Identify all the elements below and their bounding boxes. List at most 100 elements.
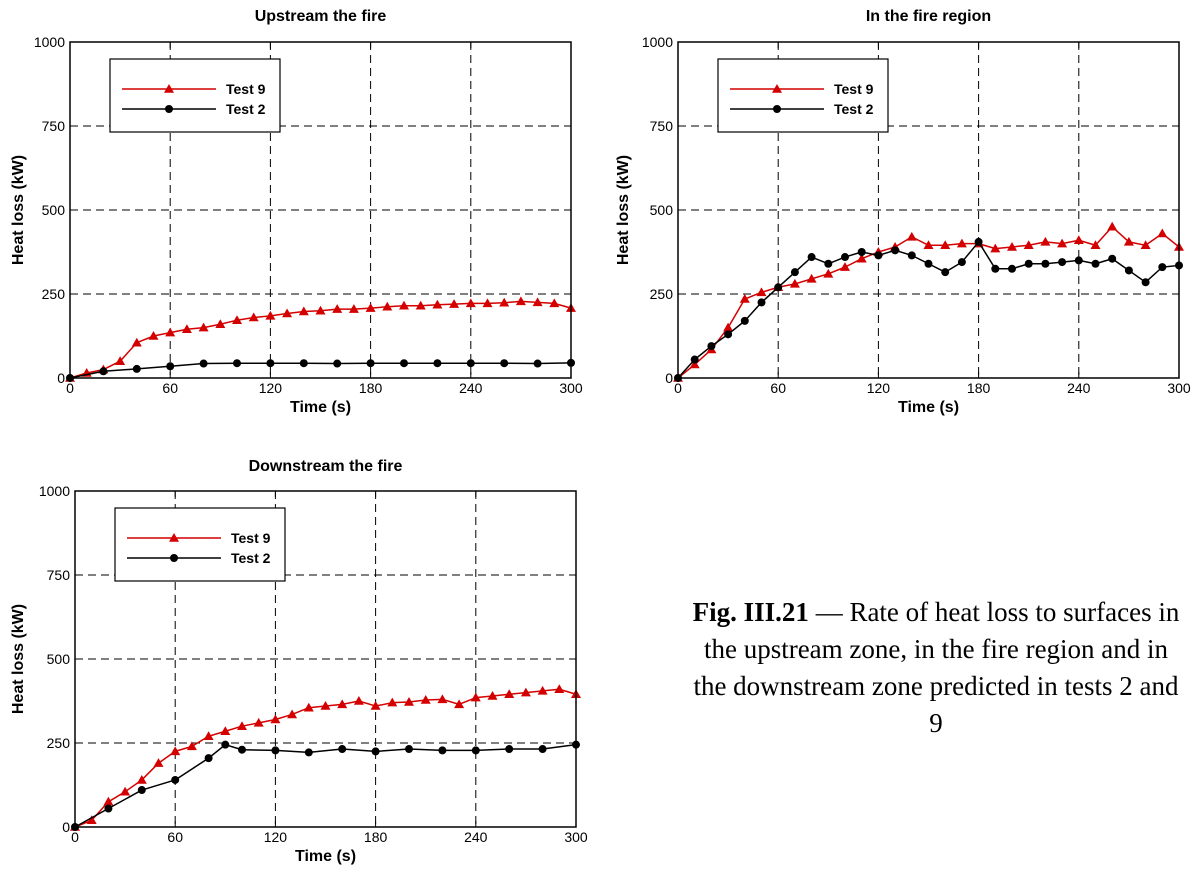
chart-downstream: Downstream the fire 0 60 120 180 240 300 0 250 50… bbox=[10, 458, 588, 865]
data-point-triangle bbox=[689, 359, 700, 369]
data-point-triangle bbox=[739, 294, 750, 303]
data-point-circle bbox=[199, 359, 208, 368]
data-point-triangle bbox=[504, 689, 515, 699]
y-tick-label: 0 bbox=[62, 819, 70, 835]
data-point-triangle bbox=[420, 694, 431, 704]
data-point-circle bbox=[433, 359, 442, 368]
y-axis-label: Heat loss (kW) bbox=[10, 604, 27, 714]
y-axis-label: Heat loss (kW) bbox=[615, 155, 632, 265]
legend-marker-circle bbox=[773, 105, 781, 113]
legend-marker-triangle bbox=[169, 533, 179, 542]
data-point-circle bbox=[1008, 264, 1016, 273]
data-point-circle bbox=[500, 359, 509, 368]
data-point-triangle bbox=[365, 303, 376, 312]
data-point-circle bbox=[1124, 266, 1133, 275]
data-point-triangle bbox=[86, 815, 97, 825]
x-tick-label: 180 bbox=[359, 380, 383, 396]
figure-caption: Fig. III.21 — Rate of heat loss to surfa… bbox=[686, 594, 1186, 742]
data-point-triangle bbox=[956, 238, 967, 248]
data-point-triangle bbox=[232, 315, 242, 324]
data-point-triangle bbox=[470, 692, 481, 702]
chart-fire-region: In the fire region 0 60 120 180 240 300 0 250 500… bbox=[615, 8, 1191, 416]
data-point-triangle bbox=[165, 327, 176, 337]
data-point-triangle bbox=[136, 774, 147, 784]
data-point-circle bbox=[974, 237, 983, 246]
data-point-circle bbox=[238, 745, 246, 754]
y-tick-label: 1000 bbox=[34, 34, 65, 50]
data-point-circle bbox=[505, 745, 514, 754]
y-tick-label: 250 bbox=[42, 286, 66, 302]
data-point-triangle bbox=[1090, 240, 1101, 250]
data-point-triangle bbox=[215, 319, 226, 328]
data-point-circle bbox=[1141, 278, 1150, 287]
x-axis-label: Time (s) bbox=[295, 848, 356, 865]
data-point-circle bbox=[471, 746, 480, 755]
x-tick-label: 300 bbox=[1167, 380, 1191, 396]
x-axis-label: Time (s) bbox=[898, 399, 959, 416]
data-point-triangle bbox=[487, 690, 498, 700]
data-point-triangle bbox=[537, 685, 548, 695]
data-point-triangle bbox=[370, 701, 381, 710]
data-point-circle bbox=[874, 251, 883, 260]
data-point-circle bbox=[1041, 259, 1050, 268]
y-tick-label: 750 bbox=[42, 118, 66, 134]
data-point-circle bbox=[991, 264, 1000, 273]
data-point-circle bbox=[941, 268, 950, 277]
data-point-triangle bbox=[253, 717, 264, 727]
y-tick-label: 1000 bbox=[39, 483, 70, 499]
y-axis-label: Heat loss (kW) bbox=[10, 155, 27, 265]
legend-marker-triangle bbox=[164, 84, 174, 93]
data-point-triangle bbox=[131, 337, 142, 347]
plot-frame bbox=[677, 41, 1180, 379]
plot-frame bbox=[74, 490, 577, 828]
data-point-circle bbox=[824, 259, 833, 268]
x-tick-label: 0 bbox=[71, 829, 79, 845]
data-point-triangle bbox=[840, 262, 850, 271]
data-point-triangle bbox=[404, 697, 414, 706]
legend-label: Test 2 bbox=[834, 101, 874, 117]
data-point-circle bbox=[171, 775, 180, 784]
data-point-triangle bbox=[115, 356, 126, 365]
figure-caption-text: — Rate of heat loss to surfaces in the u… bbox=[693, 597, 1180, 738]
data-point-triangle bbox=[823, 268, 834, 278]
data-point-circle bbox=[221, 740, 230, 749]
data-point-circle bbox=[790, 268, 799, 277]
data-point-triangle bbox=[415, 300, 426, 310]
legend-marker-circle bbox=[170, 554, 178, 562]
data-point-triangle bbox=[923, 240, 934, 250]
data-point-triangle bbox=[465, 298, 476, 308]
data-point-circle bbox=[841, 253, 849, 262]
data-point-triangle bbox=[148, 331, 159, 340]
data-point-triangle bbox=[186, 741, 197, 751]
legend-box bbox=[109, 58, 281, 133]
data-point-triangle bbox=[181, 324, 192, 334]
x-tick-label: 240 bbox=[459, 380, 483, 396]
legend-label: Test 9 bbox=[231, 530, 271, 546]
data-point-triangle bbox=[237, 721, 247, 730]
chart-title: In the fire region bbox=[866, 8, 991, 25]
data-point-triangle bbox=[1057, 238, 1068, 248]
data-point-circle bbox=[690, 355, 699, 364]
x-tick-label: 120 bbox=[867, 380, 891, 396]
data-point-triangle bbox=[353, 696, 364, 705]
data-point-circle bbox=[907, 251, 916, 260]
data-point-circle bbox=[724, 330, 733, 339]
data-point-triangle bbox=[348, 304, 359, 313]
legend-box bbox=[114, 507, 286, 582]
data-point-circle bbox=[371, 747, 380, 756]
data-point-triangle bbox=[1140, 240, 1151, 250]
data-point-circle bbox=[400, 359, 408, 368]
data-point-circle bbox=[1058, 258, 1067, 267]
data-point-triangle bbox=[1040, 236, 1051, 246]
y-tick-label: 500 bbox=[650, 202, 674, 218]
data-point-triangle bbox=[906, 231, 917, 241]
data-point-triangle bbox=[532, 297, 543, 307]
x-tick-label: 0 bbox=[674, 380, 682, 396]
data-point-triangle bbox=[399, 300, 409, 310]
x-tick-label: 120 bbox=[259, 380, 283, 396]
data-point-triangle bbox=[1023, 240, 1034, 250]
data-point-circle bbox=[957, 258, 966, 267]
data-point-circle bbox=[1074, 256, 1083, 265]
x-tick-label: 60 bbox=[167, 829, 183, 845]
legend-label: Test 2 bbox=[231, 550, 271, 566]
